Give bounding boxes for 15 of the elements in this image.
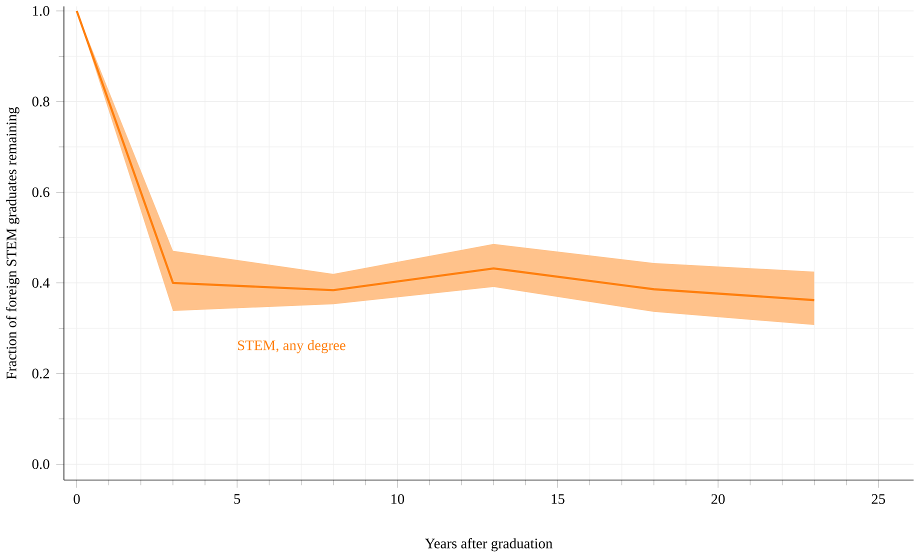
y-tick-label: 0.4 (32, 278, 50, 288)
x-tick-label: 0 (74, 494, 80, 504)
y-tick-label: 0.0 (32, 459, 50, 469)
y-axis-title: Fraction of foreign STEM graduates remaining (6, 106, 20, 379)
x-tick-label: 5 (234, 494, 240, 504)
x-tick-label: 10 (391, 494, 404, 504)
x-tick-label: 20 (711, 494, 725, 504)
x-axis-title: Years after graduation (425, 538, 552, 552)
y-tick-label: 0.6 (32, 187, 50, 197)
y-tick-label: 1.0 (33, 6, 50, 16)
y-tick-label: 0.8 (32, 96, 50, 106)
x-tick-label: 15 (552, 494, 564, 504)
text: STEM, any degree (238, 340, 346, 354)
y-tick-label: 0.2 (32, 368, 50, 378)
x-tick-label: 25 (872, 494, 886, 504)
